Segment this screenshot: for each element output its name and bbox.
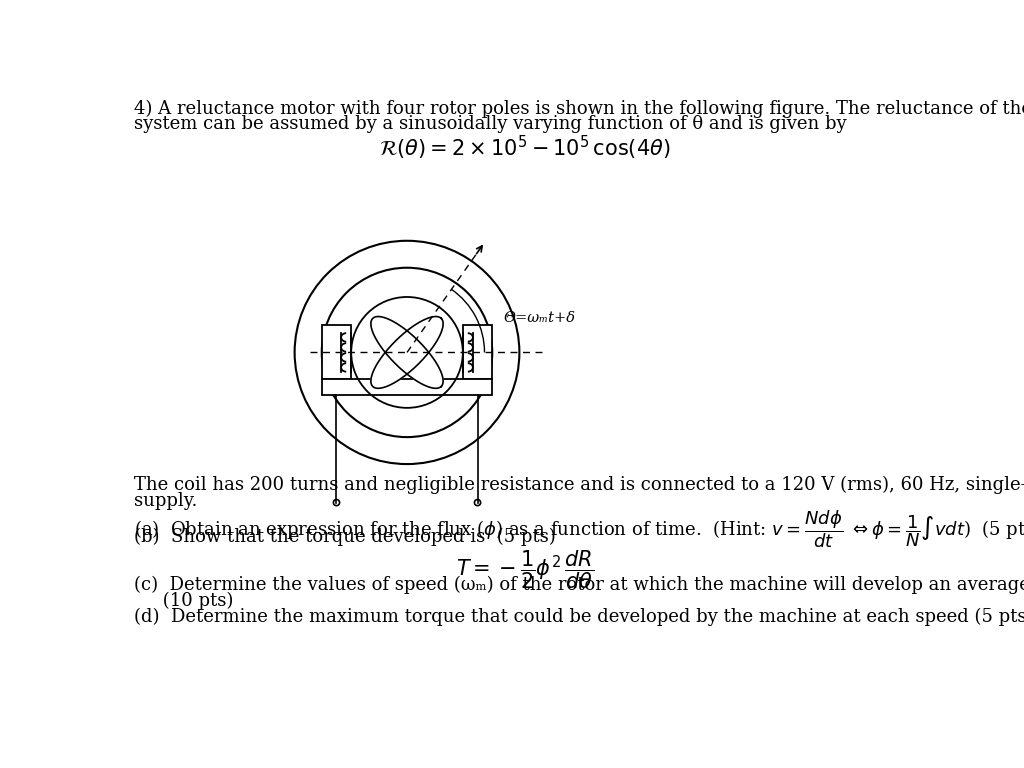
Text: supply.: supply.	[134, 492, 198, 510]
Text: system can be assumed by a sinusoidally varying function of θ and is given by: system can be assumed by a sinusoidally …	[134, 115, 847, 134]
Text: (d)  Determine the maximum torque that could be developed by the machine at each: (d) Determine the maximum torque that co…	[134, 608, 1024, 627]
Text: $T = -\dfrac{1}{2}\phi^2\,\dfrac{dR}{d\theta}$: $T = -\dfrac{1}{2}\phi^2\,\dfrac{dR}{d\t…	[456, 549, 594, 591]
Bar	[322, 326, 351, 379]
Polygon shape	[371, 316, 443, 389]
Text: 4) A reluctance motor with four rotor poles is shown in the following figure. Th: 4) A reluctance motor with four rotor po…	[134, 100, 1024, 118]
Text: The coil has 200 turns and negligible resistance and is connected to a 120 V (rm: The coil has 200 turns and negligible re…	[134, 475, 1024, 494]
Text: Θ=ωₘt+δ: Θ=ωₘt+δ	[504, 311, 575, 325]
Bar	[322, 379, 493, 395]
Bar	[463, 326, 493, 379]
Text: (b)  Show that the torque developed is  (5 pts): (b) Show that the torque developed is (5…	[134, 528, 556, 546]
Text: (a)  Obtain an expression for the flux ($\phi$) as a function of time.  (Hint: $: (a) Obtain an expression for the flux ($…	[134, 508, 1024, 550]
Text: (c)  Determine the values of speed (ωₘ) of the rotor at which the machine will d: (c) Determine the values of speed (ωₘ) o…	[134, 576, 1024, 594]
Text: (10 pts): (10 pts)	[134, 592, 233, 610]
Polygon shape	[371, 316, 443, 389]
Text: $\mathcal{R}(\theta) = 2 \times 10^5 - 10^5\,\cos(4\theta)$: $\mathcal{R}(\theta) = 2 \times 10^5 - 1…	[379, 134, 671, 162]
